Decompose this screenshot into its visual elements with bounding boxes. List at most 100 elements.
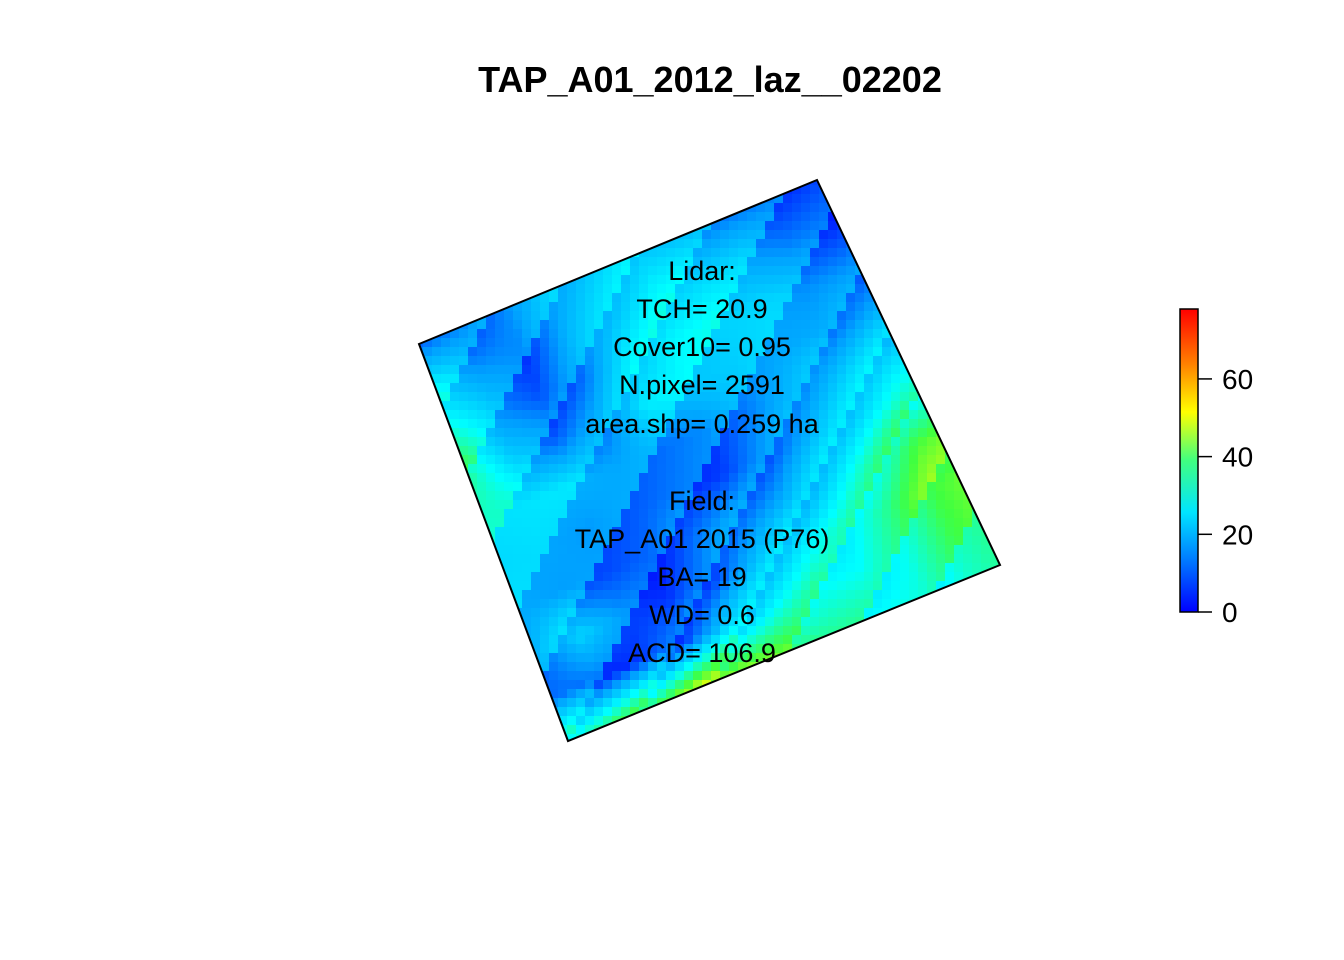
raster-cell <box>657 311 667 321</box>
raster-cell <box>459 185 469 195</box>
raster-cell <box>765 473 775 483</box>
raster-cell <box>738 428 748 438</box>
raster-cell <box>972 590 982 600</box>
raster-cell <box>594 590 604 600</box>
raster-cell <box>756 743 766 753</box>
raster-cell <box>423 437 433 447</box>
raster-cell <box>441 383 451 393</box>
raster-cell <box>585 653 595 663</box>
raster-cell <box>419 410 424 420</box>
raster-cell <box>999 194 1000 204</box>
raster-cell <box>432 248 442 258</box>
raster-cell <box>702 194 712 204</box>
raster-cell <box>432 257 442 267</box>
raster-cell <box>504 536 514 546</box>
raster-cell <box>972 185 982 195</box>
raster-cell <box>513 284 523 294</box>
raster-cell <box>549 437 559 447</box>
raster-cell <box>531 725 541 735</box>
raster-cell <box>945 302 955 312</box>
raster-cell <box>972 419 982 429</box>
raster-cell <box>972 743 982 753</box>
raster-cell <box>522 347 532 357</box>
raster-cell <box>945 383 955 393</box>
raster-cell <box>495 743 505 753</box>
raster-cell <box>639 473 649 483</box>
raster-cell <box>756 473 766 483</box>
raster-cell <box>936 347 946 357</box>
raster-cell <box>585 293 595 303</box>
raster-cell <box>927 491 937 501</box>
raster-cell <box>720 194 730 204</box>
raster-cell <box>738 212 748 222</box>
raster-cell <box>567 509 577 519</box>
raster-cell <box>702 473 712 483</box>
raster-cell <box>522 437 532 447</box>
raster-cell <box>711 311 721 321</box>
raster-cell <box>891 734 901 741</box>
raster-cell <box>522 590 532 600</box>
raster-cell <box>945 545 955 555</box>
raster-cell <box>432 230 442 240</box>
raster-cell <box>981 437 991 447</box>
raster-cell <box>720 725 730 735</box>
raster-cell <box>603 527 613 537</box>
raster-cell <box>504 365 514 375</box>
raster-cell <box>828 536 838 546</box>
raster-cell <box>765 689 775 699</box>
raster-cell <box>954 347 964 357</box>
raster-cell <box>999 428 1000 438</box>
raster-cell <box>612 446 622 456</box>
raster-cell <box>747 230 757 240</box>
raster-cell <box>419 617 424 627</box>
raster-cell <box>801 563 811 573</box>
raster-cell <box>621 491 631 501</box>
raster-cell <box>846 180 856 186</box>
raster-cell <box>666 212 676 222</box>
raster-cell <box>639 365 649 375</box>
raster-cell <box>459 329 469 339</box>
raster-cell <box>639 347 649 357</box>
raster-cell <box>558 662 568 672</box>
raster-cell <box>486 500 496 510</box>
raster-cell <box>801 608 811 618</box>
raster-cell <box>576 347 586 357</box>
raster-cell <box>846 392 856 402</box>
raster-cell <box>549 455 559 465</box>
raster-cell <box>972 275 982 285</box>
raster-cell <box>630 365 640 375</box>
raster-cell <box>419 662 424 672</box>
raster-cell <box>495 671 505 681</box>
raster-cell <box>441 266 451 276</box>
raster-cell <box>747 185 757 195</box>
raster-cell <box>477 284 487 294</box>
raster-cell <box>954 527 964 537</box>
raster-cell <box>900 365 910 375</box>
raster-cell <box>954 293 964 303</box>
raster-cell <box>747 419 757 429</box>
raster-cell <box>450 410 460 420</box>
raster-cell <box>612 527 622 537</box>
raster-cell <box>576 203 586 213</box>
raster-cell <box>495 239 505 249</box>
raster-cell <box>810 680 820 690</box>
raster-cell <box>801 230 811 240</box>
raster-cell <box>594 221 604 231</box>
raster-cell <box>765 536 775 546</box>
raster-cell <box>486 680 496 690</box>
raster-cell <box>639 698 649 708</box>
raster-cell <box>855 473 865 483</box>
raster-cell <box>927 527 937 537</box>
raster-cell <box>774 410 784 420</box>
raster-cell <box>990 716 1000 726</box>
raster-cell <box>531 392 541 402</box>
raster-cell <box>864 644 874 654</box>
raster-cell <box>990 311 1000 321</box>
raster-cell <box>918 509 928 519</box>
raster-cell <box>693 230 703 240</box>
raster-cell <box>990 320 1000 330</box>
raster-cell <box>675 185 685 195</box>
raster-cell <box>558 671 568 681</box>
raster-cell <box>774 239 784 249</box>
raster-cell <box>711 194 721 204</box>
